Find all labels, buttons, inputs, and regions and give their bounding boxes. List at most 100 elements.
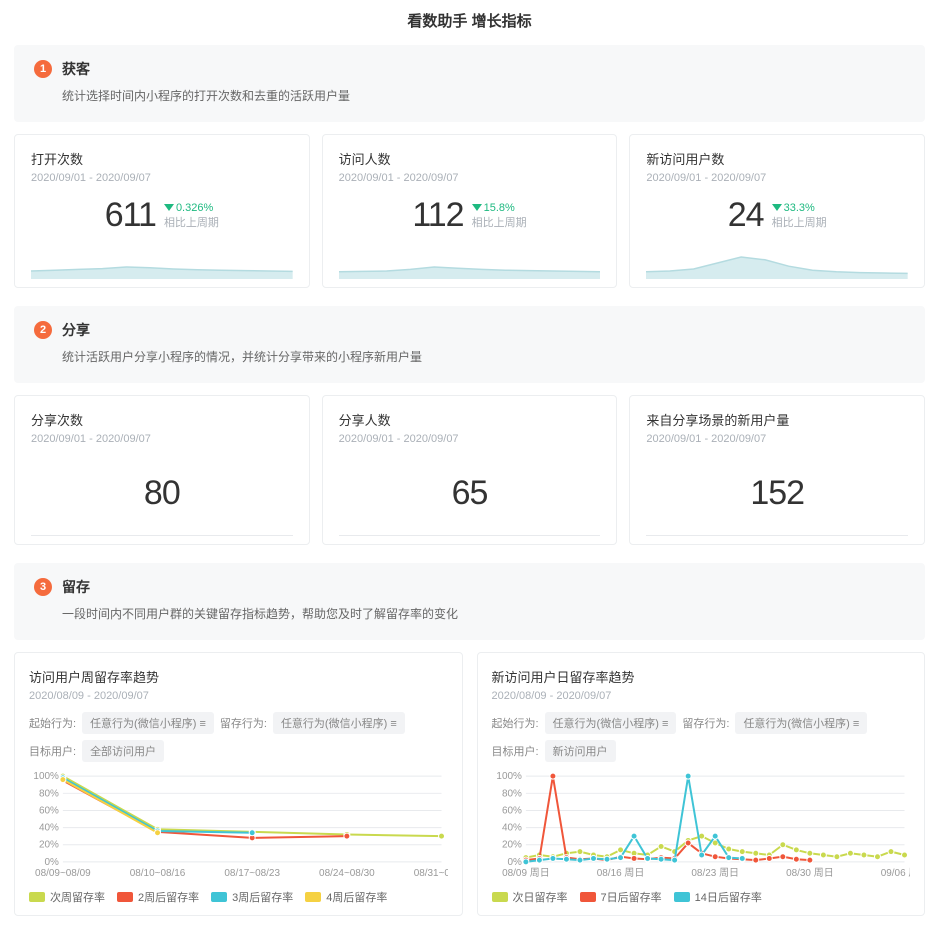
line-chart: 100%80%60%40%20%0%08/09~08/0908/10~08/16…	[29, 770, 448, 880]
svg-text:20%: 20%	[39, 840, 59, 851]
retention-chart-row: 访问用户周留存率趋势 2020/08/09 - 2020/09/07 起始行为:…	[14, 652, 925, 916]
svg-text:08/16 周日: 08/16 周日	[596, 867, 644, 879]
svg-text:08/31~09/06: 08/31~09/06	[414, 868, 448, 879]
section-desc: 一段时间内不同用户群的关键留存指标趋势，帮助您及时了解留存率的变化	[62, 605, 905, 622]
filter-chip-target[interactable]: 全部访问用户	[82, 740, 164, 762]
filter-chip-start[interactable]: 任意行为(微信小程序) ≡	[545, 712, 677, 734]
page-title: 看数助手 增长指标	[0, 0, 939, 45]
filter-chip-target[interactable]: 新访问用户	[545, 740, 616, 762]
metric-title: 来自分享场景的新用户量	[646, 410, 908, 429]
trend-down-icon	[164, 204, 174, 211]
metric-date: 2020/09/01 - 2020/09/07	[31, 433, 293, 445]
section-desc: 统计选择时间内小程序的打开次数和去重的活跃用户量	[62, 87, 905, 104]
metric-row-acquisition: 打开次数 2020/09/01 - 2020/09/07 611 0.326% …	[14, 134, 925, 288]
svg-text:0%: 0%	[45, 857, 60, 868]
sparkline	[31, 239, 293, 279]
metric-date: 2020/09/01 - 2020/09/07	[31, 172, 293, 184]
svg-text:0%: 0%	[507, 857, 522, 868]
legend-item[interactable]: 14日后留存率	[674, 889, 762, 905]
svg-text:08/17~08/23: 08/17~08/23	[224, 868, 280, 879]
metric-date: 2020/09/01 - 2020/09/07	[646, 172, 908, 184]
svg-text:40%: 40%	[501, 823, 521, 834]
svg-text:08/09~08/09: 08/09~08/09	[35, 868, 91, 879]
metric-value: 65	[452, 474, 488, 513]
svg-text:40%: 40%	[39, 823, 59, 834]
svg-text:20%: 20%	[501, 840, 521, 851]
svg-text:80%: 80%	[501, 788, 521, 799]
legend-item[interactable]: 次周留存率	[29, 889, 105, 905]
metric-card-share-count[interactable]: 分享次数 2020/09/01 - 2020/09/07 80	[14, 395, 310, 545]
chart-legend: 次日留存率 7日后留存率 14日后留存率	[492, 889, 911, 905]
chart-title: 新访问用户日留存率趋势	[492, 667, 911, 686]
svg-text:60%: 60%	[39, 805, 59, 816]
section-title: 留存	[62, 577, 90, 597]
chart-date: 2020/08/09 - 2020/09/07	[29, 690, 448, 702]
filter-label: 起始行为:	[29, 715, 76, 731]
metric-card-opens[interactable]: 打开次数 2020/09/01 - 2020/09/07 611 0.326% …	[14, 134, 310, 288]
chart-legend: 次周留存率 2周后留存率 3周后留存率 4周后留存率	[29, 889, 448, 905]
metric-row-share: 分享次数 2020/09/01 - 2020/09/07 80 分享人数 202…	[14, 395, 925, 545]
metric-card-new-visitors[interactable]: 新访问用户数 2020/09/01 - 2020/09/07 24 33.3% …	[629, 134, 925, 288]
legend-item[interactable]: 次日留存率	[492, 889, 568, 905]
metric-change: 15.8% 相比上周期	[472, 202, 527, 230]
chart-title: 访问用户周留存率趋势	[29, 667, 448, 686]
sparkline	[646, 239, 908, 279]
chart-weekly-retention: 访问用户周留存率趋势 2020/08/09 - 2020/09/07 起始行为:…	[14, 652, 463, 916]
svg-text:60%: 60%	[501, 805, 521, 816]
chart-date: 2020/08/09 - 2020/09/07	[492, 690, 911, 702]
filter-chip-start[interactable]: 任意行为(微信小程序) ≡	[82, 712, 214, 734]
svg-text:08/23 周日: 08/23 周日	[691, 867, 739, 879]
filter-chip-retain[interactable]: 任意行为(微信小程序) ≡	[735, 712, 867, 734]
metric-value: 611	[105, 196, 156, 235]
section-number-badge: 2	[34, 321, 52, 339]
filter-chip-retain[interactable]: 任意行为(微信小程序) ≡	[273, 712, 405, 734]
metric-value: 24	[728, 196, 764, 235]
legend-item[interactable]: 7日后留存率	[580, 889, 662, 905]
svg-text:100%: 100%	[496, 771, 522, 782]
svg-text:09/06 周日: 09/06 周日	[880, 867, 910, 879]
legend-item[interactable]: 4周后留存率	[305, 889, 387, 905]
svg-text:08/10~08/16: 08/10~08/16	[130, 868, 186, 879]
line-chart: 100% 80% 60% 40% 20% 0%08/09 周日 08/16 周日 08/23 …	[492, 770, 911, 880]
metric-date: 2020/09/01 - 2020/09/07	[339, 433, 601, 445]
metric-title: 分享次数	[31, 410, 293, 429]
filter-label: 起始行为:	[492, 715, 539, 731]
trend-down-icon	[472, 204, 482, 211]
metric-date: 2020/09/01 - 2020/09/07	[646, 433, 908, 445]
metric-title: 新访问用户数	[646, 149, 908, 168]
section-number-badge: 1	[34, 60, 52, 78]
section-desc: 统计活跃用户分享小程序的情况，并统计分享带来的小程序新用户量	[62, 348, 905, 365]
filter-label: 留存行为:	[220, 715, 267, 731]
legend-item[interactable]: 2周后留存率	[117, 889, 199, 905]
section-title: 获客	[62, 59, 90, 79]
filter-label: 目标用户:	[29, 743, 76, 759]
metric-change: 0.326% 相比上周期	[164, 202, 219, 230]
svg-text:100%: 100%	[33, 771, 59, 782]
metric-card-share-users[interactable]: 分享人数 2020/09/01 - 2020/09/07 65	[322, 395, 618, 545]
section-number-badge: 3	[34, 578, 52, 596]
metric-change: 33.3% 相比上周期	[772, 202, 827, 230]
metric-title: 打开次数	[31, 149, 293, 168]
section-share: 2 分享 统计活跃用户分享小程序的情况，并统计分享带来的小程序新用户量	[14, 306, 925, 383]
legend-item[interactable]: 3周后留存率	[211, 889, 293, 905]
metric-card-share-new-users[interactable]: 来自分享场景的新用户量 2020/09/01 - 2020/09/07 152	[629, 395, 925, 545]
metric-date: 2020/09/01 - 2020/09/07	[339, 172, 601, 184]
metric-card-visitors[interactable]: 访问人数 2020/09/01 - 2020/09/07 112 15.8% 相…	[322, 134, 618, 288]
section-title: 分享	[62, 320, 90, 340]
chart-daily-retention: 新访问用户日留存率趋势 2020/08/09 - 2020/09/07 起始行为…	[477, 652, 926, 916]
metric-title: 访问人数	[339, 149, 601, 168]
svg-text:08/30 周日: 08/30 周日	[786, 867, 834, 879]
metric-title: 分享人数	[339, 410, 601, 429]
metric-value: 152	[750, 474, 804, 513]
trend-down-icon	[772, 204, 782, 211]
filter-label: 目标用户:	[492, 743, 539, 759]
section-acquisition: 1 获客 统计选择时间内小程序的打开次数和去重的活跃用户量	[14, 45, 925, 122]
metric-value: 80	[144, 474, 180, 513]
svg-text:08/09 周日: 08/09 周日	[502, 867, 550, 879]
sparkline	[339, 239, 601, 279]
section-retention: 3 留存 一段时间内不同用户群的关键留存指标趋势，帮助您及时了解留存率的变化	[14, 563, 925, 640]
svg-text:08/24~08/30: 08/24~08/30	[319, 868, 375, 879]
filter-label: 留存行为:	[682, 715, 729, 731]
chart-filter-row: 起始行为: 任意行为(微信小程序) ≡ 留存行为: 任意行为(微信小程序) ≡ …	[29, 712, 448, 762]
metric-value: 112	[412, 196, 463, 235]
